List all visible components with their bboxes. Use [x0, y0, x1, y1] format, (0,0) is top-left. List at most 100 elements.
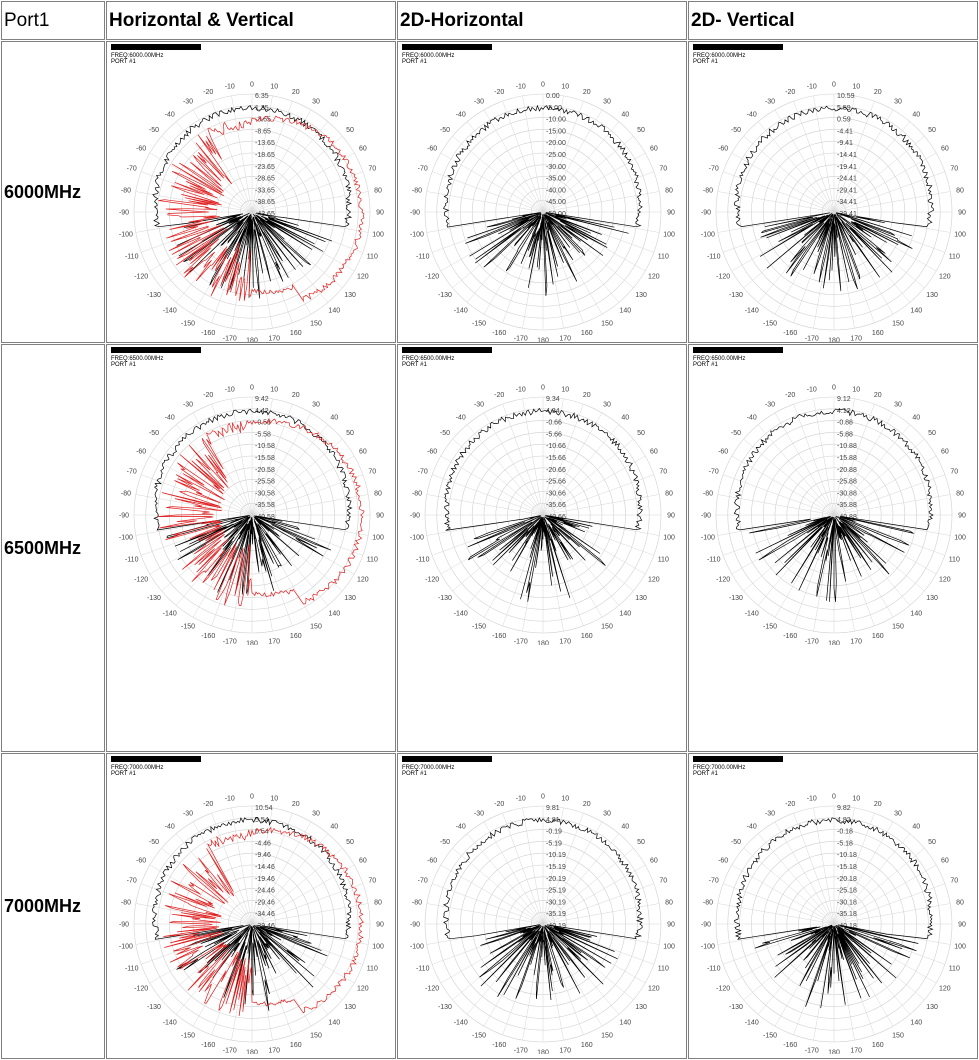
angle-tick-label: 150 [892, 623, 904, 630]
grid-spoke [833, 438, 925, 516]
radial-tick-label: -25.66 [546, 479, 566, 486]
angle-tick-label: 80 [374, 899, 382, 906]
series-black-trace [733, 105, 934, 292]
radial-tick-label: -30.66 [546, 490, 566, 497]
angle-tick-label: 10 [852, 386, 860, 393]
angle-tick-label: 120 [357, 577, 369, 584]
angle-tick-label: -10 [225, 386, 235, 393]
grid-spoke [717, 514, 835, 536]
angle-tick-label: 100 [372, 232, 384, 239]
angle-tick-label: 110 [949, 253, 960, 260]
angle-tick-label: -120 [425, 577, 439, 584]
polar-grid: 0 10 20 30 40 50 60 70 80 90 100 110 120 130 140 150 160… [410, 385, 675, 646]
grid-spoke [251, 833, 329, 925]
col-header-horizontal: 2D-Horizontal [397, 1, 687, 40]
angle-tick-label: 0 [832, 385, 836, 392]
angle-tick-label: 180 [537, 338, 549, 343]
angle-tick-label: -170 [805, 336, 819, 342]
radial-tick-label: -5.58 [255, 431, 271, 438]
chart-title-bar [693, 756, 783, 762]
chart-title-bar [693, 347, 783, 353]
grid-spoke [793, 404, 835, 516]
grid-spoke [426, 514, 544, 536]
grid-spoke [833, 833, 911, 925]
chart-title-bar [693, 44, 783, 50]
angle-tick-label: -40 [456, 414, 466, 421]
radial-tick-label: -15.00 [546, 128, 566, 135]
angle-tick-label: -100 [410, 535, 424, 542]
angle-tick-label: 110 [949, 556, 960, 563]
angle-tick-label: 50 [346, 430, 354, 437]
angle-tick-label: 160 [872, 633, 884, 640]
freq-label: FREQ:7000.00MHz [111, 765, 163, 771]
angle-tick-label: -170 [223, 336, 237, 342]
angle-tick-label: 130 [635, 595, 647, 602]
port-label: PORT #1 [402, 59, 427, 65]
angle-tick-label: -170 [514, 336, 528, 342]
angle-tick-label: 30 [894, 811, 902, 818]
radial-tick-label: -10.66 [546, 443, 566, 450]
angle-tick-label: 40 [912, 414, 920, 421]
angle-tick-label: -50 [731, 127, 741, 134]
angle-tick-label: 120 [648, 986, 660, 993]
grid-spoke [723, 883, 835, 925]
polar-grid: 0 10 20 30 40 50 60 70 80 90 100 110 120 130 140 150 160… [410, 82, 675, 343]
angle-tick-label: 70 [368, 166, 376, 173]
radial-tick-label: -20.00 [546, 140, 566, 147]
angle-tick-label: 160 [581, 330, 593, 337]
angle-tick-label: 30 [603, 99, 611, 106]
radial-tick-label: -19.41 [837, 164, 857, 171]
angle-tick-label: -170 [223, 1048, 237, 1054]
angle-tick-label: 90 [958, 513, 966, 520]
grid-spoke [175, 424, 253, 516]
angle-tick-label: -30 [474, 811, 484, 818]
angle-tick-label: 10 [561, 386, 569, 393]
radial-tick-label: -14.41 [837, 152, 857, 159]
angle-tick-label: 70 [659, 878, 667, 885]
grid-spoke [251, 191, 369, 213]
radial-tick-label: 5.54 [255, 817, 269, 824]
angle-tick-label: 50 [928, 430, 936, 437]
angle-tick-label: 170 [850, 639, 862, 645]
angle-tick-label: -40 [456, 823, 466, 830]
grid-spoke [743, 438, 835, 516]
angle-tick-label: -80 [412, 187, 422, 194]
grid-spoke [542, 398, 564, 516]
angle-tick-label: -90 [701, 210, 711, 217]
grid-spoke [833, 455, 937, 516]
grid-spoke [141, 883, 253, 925]
angle-tick-label: 130 [635, 292, 647, 299]
grid-spoke [833, 821, 894, 925]
grid-spoke [757, 121, 835, 213]
radial-tick-label: -10.58 [255, 443, 275, 450]
grid-spoke [542, 474, 654, 516]
angle-tick-label: -60 [136, 858, 146, 865]
angle-tick-label: -140 [745, 308, 759, 315]
radial-tick-label: -5.00 [546, 105, 562, 112]
angle-tick-label: 180 [828, 641, 840, 646]
radial-tick-label: 9.82 [837, 805, 851, 812]
polar-grid: 0 10 20 30 40 50 60 70 80 90 100 110 120 130 140 150 160… [701, 385, 966, 646]
angle-tick-label: 150 [310, 623, 322, 630]
angle-tick-label: 60 [941, 449, 949, 456]
grid-spoke [542, 101, 584, 213]
grid-spoke [522, 95, 544, 213]
angle-tick-label: 80 [374, 187, 382, 194]
angle-tick-label: -160 [783, 330, 797, 337]
grid-spoke [542, 191, 660, 213]
grid-spoke [731, 514, 835, 575]
angle-tick-label: -40 [456, 111, 466, 118]
grid-spoke [251, 424, 329, 516]
angle-tick-label: 70 [659, 469, 667, 476]
angle-tick-label: 180 [246, 641, 258, 646]
chart-cell: FREQ:6500.00MHz PORT #1 0 10 20 30 40 50 60 70 80 9… [397, 344, 687, 752]
angle-tick-label: 80 [956, 899, 964, 906]
grid-spoke [833, 398, 855, 516]
angle-tick-label: 140 [619, 1020, 631, 1027]
angle-tick-label: -90 [701, 513, 711, 520]
angle-tick-label: -110 [125, 965, 139, 972]
grid-spoke [542, 494, 660, 516]
angle-tick-label: 10 [852, 795, 860, 802]
angle-tick-label: 40 [330, 823, 338, 830]
